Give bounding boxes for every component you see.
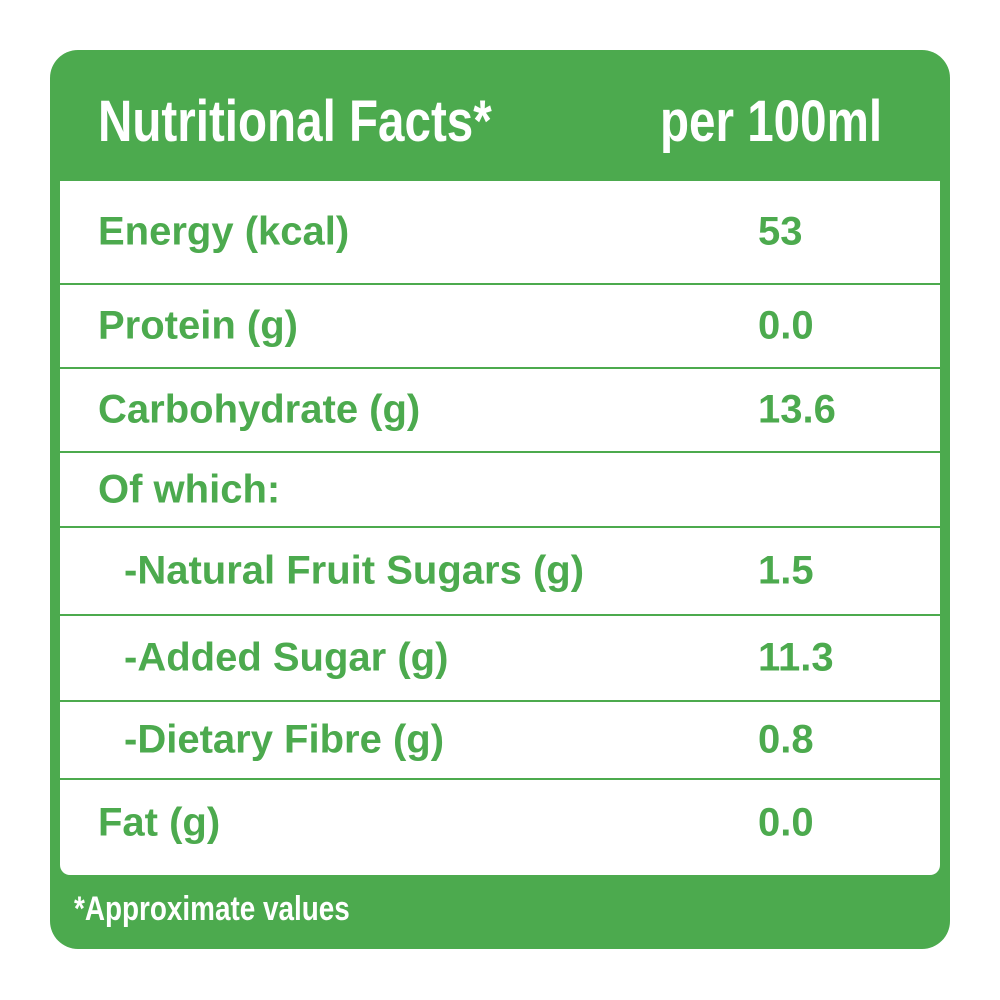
row-label: Energy (kcal) xyxy=(98,209,350,254)
row-energy: Energy (kcal) 53 xyxy=(60,181,940,285)
row-label: -Added Sugar (g) xyxy=(124,635,449,680)
nutrition-table: Energy (kcal) 53 Protein (g) 0.0 Carbohy… xyxy=(60,181,940,875)
row-value: 0.8 xyxy=(758,717,814,762)
row-protein: Protein (g) 0.0 xyxy=(60,285,940,369)
row-label: Of which: xyxy=(98,467,281,511)
row-fat: Fat (g) 0.0 xyxy=(60,780,940,865)
row-value: 13.6 xyxy=(758,387,836,432)
row-of-which: Of which: xyxy=(60,453,940,528)
row-carbohydrate: Carbohydrate (g) 13.6 xyxy=(60,369,940,453)
row-label: Protein (g) xyxy=(98,303,298,348)
row-label: -Dietary Fibre (g) xyxy=(124,717,445,762)
row-value: 11.3 xyxy=(758,635,834,680)
row-natural-fruit-sugars: -Natural Fruit Sugars (g) 1.5 xyxy=(60,528,940,616)
footnote: *Approximate values xyxy=(74,890,350,928)
row-value: 53 xyxy=(758,209,803,254)
row-label: Carbohydrate (g) xyxy=(98,387,421,432)
row-label: -Natural Fruit Sugars (g) xyxy=(124,548,585,593)
row-value: 0.0 xyxy=(758,303,814,348)
nutrition-title: Nutritional Facts* xyxy=(98,89,492,154)
row-added-sugar: -Added Sugar (g) 11.3 xyxy=(60,616,940,702)
nutrition-label: Nutritional Facts* per 100ml Energy (kca… xyxy=(50,50,950,949)
row-value: 0.0 xyxy=(758,800,814,844)
row-dietary-fibre: -Dietary Fibre (g) 0.8 xyxy=(60,702,940,780)
row-value: 1.5 xyxy=(758,548,814,593)
serving-basis: per 100ml xyxy=(660,89,883,154)
row-label: Fat (g) xyxy=(98,800,221,844)
